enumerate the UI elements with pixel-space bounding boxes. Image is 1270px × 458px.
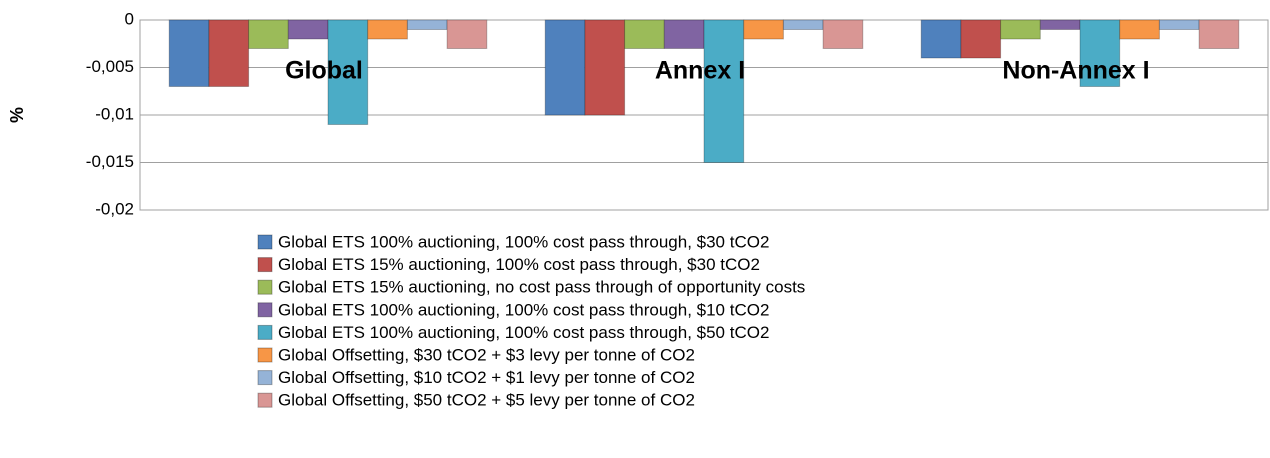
legend-label: Global ETS 100% auctioning, 100% cost pa… (278, 323, 769, 342)
bar (1079, 19, 1121, 87)
bar (624, 19, 665, 49)
legend-swatch (257, 257, 273, 273)
y-tick-label: -0,02 (95, 199, 134, 218)
bar (782, 19, 824, 30)
bar (584, 19, 626, 116)
legend-label: Global ETS 100% auctioning, 100% cost pa… (278, 232, 769, 251)
legend-swatch (257, 370, 273, 386)
bar (1158, 19, 1200, 30)
legend-label: Global Offsetting, $30 tCO2 + $3 levy pe… (278, 345, 695, 364)
legend-label: Global Offsetting, $10 tCO2 + $1 levy pe… (278, 368, 695, 387)
bar (367, 19, 408, 40)
legend-label: Global ETS 15% auctioning, 100% cost pas… (278, 255, 760, 274)
bar (406, 19, 448, 30)
bar (248, 19, 289, 49)
legend-swatch (257, 324, 273, 340)
bar (1119, 19, 1160, 40)
bar (703, 19, 745, 163)
bar (287, 19, 329, 40)
category-label: Annex I (655, 57, 745, 85)
legend-label: Global ETS 15% auctioning, no cost pass … (278, 278, 805, 297)
legend-swatch (257, 279, 273, 295)
bar (1000, 19, 1041, 40)
bar (822, 19, 864, 49)
bar (743, 19, 784, 40)
bar (1039, 19, 1081, 30)
category-label: Global (285, 57, 363, 85)
bar (960, 19, 1002, 59)
bar (920, 19, 962, 59)
legend-swatch (257, 234, 273, 250)
y-axis-label: % (7, 107, 27, 123)
bar (1198, 19, 1240, 49)
legend-swatch (257, 347, 273, 363)
y-tick-label: -0,01 (95, 104, 134, 123)
y-tick-label: -0,015 (86, 152, 134, 171)
y-tick-label: -0,005 (86, 57, 134, 76)
legend-swatch (257, 302, 273, 318)
bar (446, 19, 488, 49)
legend-label: Global Offsetting, $50 tCO2 + $5 levy pe… (278, 391, 695, 410)
bar (168, 19, 210, 87)
y-tick-label: 0 (125, 9, 134, 28)
legend-label: Global ETS 100% auctioning, 100% cost pa… (278, 300, 769, 319)
legend-swatch (257, 392, 273, 408)
bar (663, 19, 705, 49)
bar (327, 19, 369, 125)
bar (544, 19, 586, 116)
category-label: Non-Annex I (1002, 57, 1149, 85)
bar (208, 19, 250, 87)
